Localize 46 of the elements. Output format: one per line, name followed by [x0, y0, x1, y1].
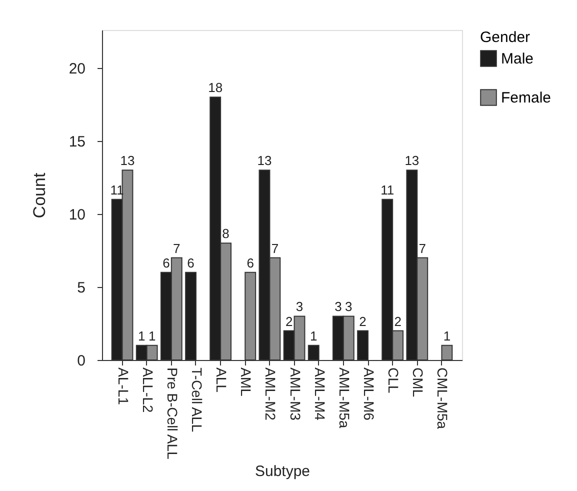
x-tick-label: AML-M5a	[336, 368, 352, 428]
x-tick-label: AML-M2	[262, 368, 279, 421]
data-label: 7	[418, 240, 426, 256]
x-tick-label: AML-M3	[287, 368, 304, 421]
y-axis-title: Count	[30, 172, 49, 218]
x-tick-label: CML-M5a	[434, 368, 451, 430]
y-tick-label: 0	[77, 352, 86, 370]
x-tick-label: AL-L1	[115, 368, 132, 406]
y-tick-label: 10	[68, 206, 86, 224]
data-label: 2	[359, 314, 366, 329]
x-tick-label: AML-M4	[312, 368, 328, 421]
y-tick-label: 5	[77, 279, 86, 296]
data-label: 11	[380, 182, 394, 198]
data-label: 3	[334, 299, 342, 314]
y-tick-label: 15	[68, 133, 86, 150]
data-label: 7	[271, 240, 279, 256]
data-label: 3	[345, 299, 352, 314]
x-tick-label: Pre B-Cell ALL	[164, 368, 180, 460]
data-label: 3	[296, 299, 304, 314]
data-label: 1	[310, 328, 318, 344]
data-label: 7	[173, 240, 180, 256]
x-tick-label: ALL-L2	[140, 368, 156, 413]
data-label: 1	[138, 328, 146, 344]
legend-label: Male	[501, 50, 534, 68]
x-tick-label: CML	[410, 368, 426, 398]
x-tick-label: ALL	[214, 368, 230, 393]
x-tick-label: AML	[238, 368, 254, 396]
legend-title: Gender	[480, 29, 530, 46]
data-label: 6	[187, 255, 194, 270]
data-label: 6	[246, 255, 254, 270]
data-label: 13	[404, 153, 420, 168]
data-label: 8	[222, 226, 230, 242]
data-label: 1	[148, 328, 156, 344]
y-tick-label: 20	[68, 60, 86, 78]
data-label: 1	[443, 328, 451, 344]
data-label: 13	[120, 153, 135, 168]
data-label: 2	[394, 314, 402, 329]
x-axis-title: Subtype	[254, 463, 310, 480]
x-tick-label: AML-M6	[361, 368, 378, 421]
data-label: 13	[257, 153, 272, 168]
data-label: 6	[162, 255, 170, 270]
x-tick-label: T-Cell ALL	[188, 368, 205, 432]
legend-label: Female	[501, 90, 552, 106]
data-label: 18	[208, 80, 223, 96]
data-label: 2	[285, 314, 293, 329]
x-tick-label: CLL	[386, 368, 402, 394]
